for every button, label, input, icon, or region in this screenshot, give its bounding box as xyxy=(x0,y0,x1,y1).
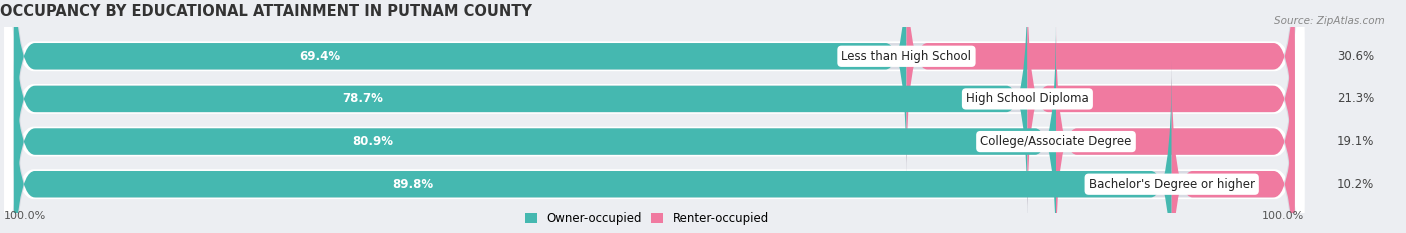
Text: 89.8%: 89.8% xyxy=(392,178,433,191)
Text: High School Diploma: High School Diploma xyxy=(966,93,1088,105)
Text: 10.2%: 10.2% xyxy=(1337,178,1374,191)
FancyBboxPatch shape xyxy=(14,61,1171,233)
FancyBboxPatch shape xyxy=(1056,18,1295,233)
FancyBboxPatch shape xyxy=(4,0,1305,233)
Text: OCCUPANCY BY EDUCATIONAL ATTAINMENT IN PUTNAM COUNTY: OCCUPANCY BY EDUCATIONAL ATTAINMENT IN P… xyxy=(0,4,531,19)
FancyBboxPatch shape xyxy=(4,0,1305,233)
FancyBboxPatch shape xyxy=(14,0,1295,233)
FancyBboxPatch shape xyxy=(14,0,907,179)
Text: 19.1%: 19.1% xyxy=(1337,135,1374,148)
Text: 78.7%: 78.7% xyxy=(342,93,382,105)
FancyBboxPatch shape xyxy=(907,0,1295,179)
Legend: Owner-occupied, Renter-occupied: Owner-occupied, Renter-occupied xyxy=(520,207,773,230)
Text: College/Associate Degree: College/Associate Degree xyxy=(980,135,1132,148)
FancyBboxPatch shape xyxy=(4,0,1305,233)
Text: Bachelor's Degree or higher: Bachelor's Degree or higher xyxy=(1088,178,1254,191)
FancyBboxPatch shape xyxy=(1028,0,1295,222)
Text: 69.4%: 69.4% xyxy=(299,50,340,63)
Text: 30.6%: 30.6% xyxy=(1337,50,1374,63)
FancyBboxPatch shape xyxy=(14,6,1295,233)
Text: 100.0%: 100.0% xyxy=(4,211,46,221)
FancyBboxPatch shape xyxy=(4,7,1305,233)
FancyBboxPatch shape xyxy=(14,48,1295,233)
FancyBboxPatch shape xyxy=(14,0,1295,192)
Text: 21.3%: 21.3% xyxy=(1337,93,1374,105)
FancyBboxPatch shape xyxy=(14,0,1028,222)
Text: Source: ZipAtlas.com: Source: ZipAtlas.com xyxy=(1274,16,1385,26)
FancyBboxPatch shape xyxy=(14,18,1056,233)
FancyBboxPatch shape xyxy=(1171,61,1295,233)
Text: Less than High School: Less than High School xyxy=(841,50,972,63)
Text: 80.9%: 80.9% xyxy=(352,135,392,148)
Text: 100.0%: 100.0% xyxy=(1263,211,1305,221)
